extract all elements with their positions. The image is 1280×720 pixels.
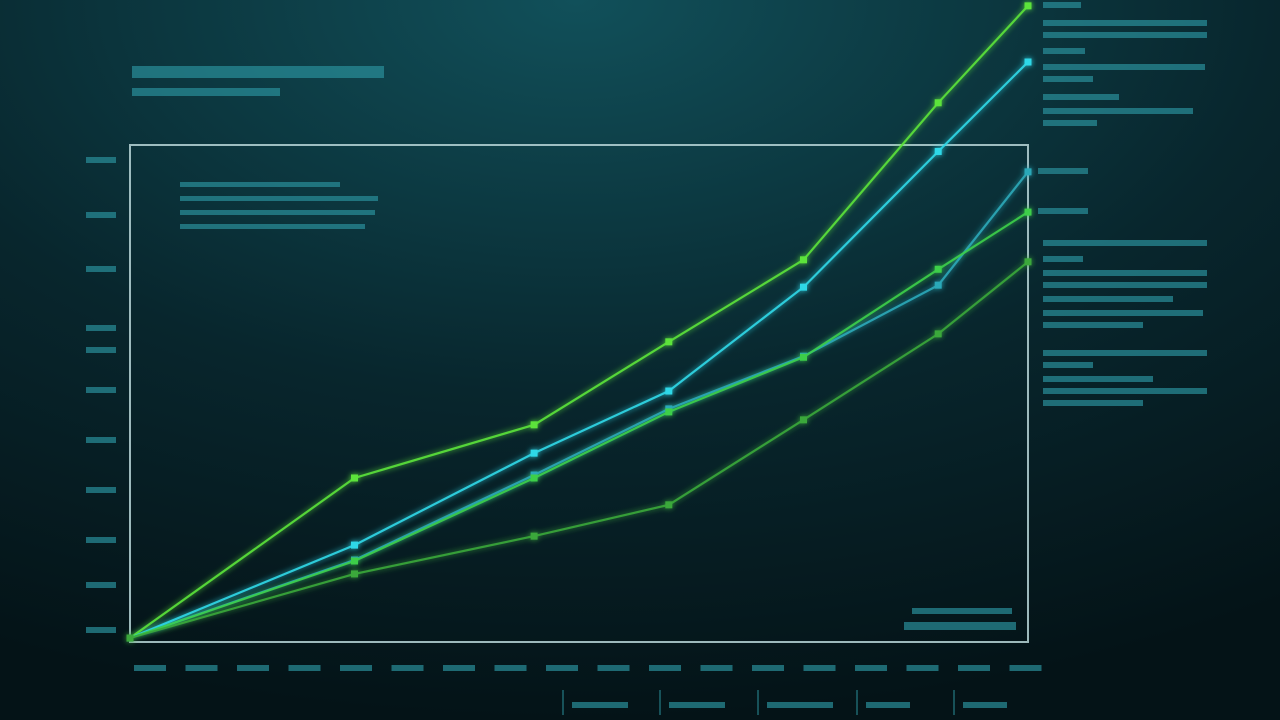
scribble xyxy=(86,325,116,331)
point xyxy=(934,147,942,155)
point xyxy=(800,416,807,424)
point xyxy=(665,387,673,395)
scribble xyxy=(288,665,321,671)
point xyxy=(351,474,358,482)
scribble xyxy=(803,665,836,671)
point xyxy=(800,283,807,291)
scribble xyxy=(700,665,733,671)
illegible-y-labels xyxy=(86,157,116,633)
point xyxy=(934,99,942,107)
scribble xyxy=(855,665,887,671)
point xyxy=(665,501,673,509)
scribble xyxy=(546,665,578,671)
scribble xyxy=(86,347,116,353)
point xyxy=(800,353,807,361)
plot-frame xyxy=(129,144,1029,643)
scribble xyxy=(86,266,116,272)
scribble xyxy=(391,665,424,671)
scribble xyxy=(340,665,372,671)
point xyxy=(1024,168,1032,176)
point xyxy=(1024,258,1032,266)
point xyxy=(1024,2,1032,10)
illegible-text xyxy=(132,2,1207,630)
point xyxy=(934,265,942,273)
scribble xyxy=(86,487,116,493)
point xyxy=(351,557,358,565)
point xyxy=(530,449,538,457)
scribble xyxy=(597,665,630,671)
scribble xyxy=(752,665,784,671)
illegible-x-labels xyxy=(134,665,1042,671)
scribble xyxy=(86,437,116,443)
scribble xyxy=(86,387,116,393)
point xyxy=(530,421,538,429)
scribble xyxy=(649,665,681,671)
scribble xyxy=(1009,665,1042,671)
scribble xyxy=(86,537,116,543)
point xyxy=(665,338,673,346)
point xyxy=(351,541,358,549)
point xyxy=(126,634,134,642)
point xyxy=(934,281,942,289)
scribble xyxy=(86,157,116,163)
scribble xyxy=(86,627,116,633)
scribble xyxy=(86,212,116,218)
scribble xyxy=(237,665,269,671)
scribble xyxy=(134,665,166,671)
scribble xyxy=(958,665,990,671)
point xyxy=(934,330,942,338)
scribble xyxy=(185,665,218,671)
scribble xyxy=(86,582,116,588)
point xyxy=(530,474,538,482)
scribble xyxy=(443,665,475,671)
scribble xyxy=(906,665,939,671)
point xyxy=(1024,58,1032,66)
scribble xyxy=(494,665,527,671)
footer-marks xyxy=(562,690,1007,715)
point xyxy=(800,256,807,264)
point xyxy=(530,532,538,540)
point xyxy=(351,570,358,578)
point xyxy=(1024,208,1032,216)
point xyxy=(665,408,673,416)
plot xyxy=(126,2,1032,642)
